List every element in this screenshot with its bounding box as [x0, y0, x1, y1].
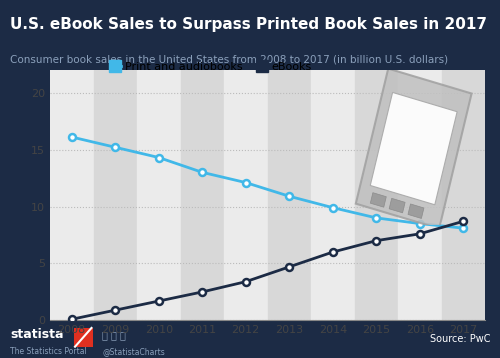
Bar [442, 70, 485, 320]
Bar [311, 70, 354, 320]
Text: Source: PwC: Source: PwC [430, 334, 490, 344]
Text: The Statistics Portal: The Statistics Portal [10, 347, 87, 356]
Bar [408, 204, 424, 218]
Bar [389, 198, 405, 213]
Text: U.S. eBook Sales to Surpass Printed Book Sales in 2017: U.S. eBook Sales to Surpass Printed Book… [10, 18, 487, 33]
Text: @StatistaCharts: @StatistaCharts [102, 347, 165, 356]
Bar [268, 70, 311, 320]
Bar [74, 328, 93, 347]
Bar [370, 193, 386, 207]
Bar [224, 70, 268, 320]
Legend: Print and audiobooks, eBooks: Print and audiobooks, eBooks [106, 58, 316, 77]
Bar [356, 69, 472, 229]
Text: Consumer book sales in the United States from 2008 to 2017 (in billion U.S. doll: Consumer book sales in the United States… [10, 54, 448, 64]
Bar [137, 70, 180, 320]
Bar [94, 70, 137, 320]
Bar [50, 70, 94, 320]
Bar [180, 70, 224, 320]
Bar [398, 70, 442, 320]
Text: statista: statista [10, 328, 64, 341]
Bar [354, 70, 398, 320]
Bar [370, 92, 457, 205]
Text: Ⓒ Ⓢ Ⓔ: Ⓒ Ⓢ Ⓔ [102, 330, 126, 340]
